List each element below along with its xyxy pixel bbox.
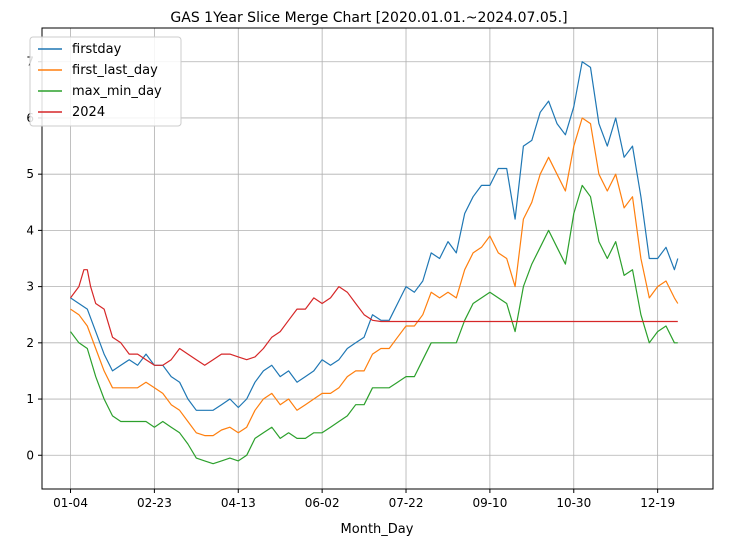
grid-lines bbox=[42, 28, 713, 489]
chart-title: GAS 1Year Slice Merge Chart [2020.01.01.… bbox=[170, 10, 567, 26]
x-tick-label: 10-30 bbox=[556, 496, 591, 510]
series-layer bbox=[70, 61, 679, 465]
x-tick-label: 01-04 bbox=[53, 496, 88, 510]
y-tick-label: 5 bbox=[26, 167, 34, 181]
y-tick-label: 4 bbox=[26, 223, 34, 237]
legend-box bbox=[29, 36, 182, 127]
legend-label: firstday bbox=[72, 42, 122, 57]
series-line-firstday bbox=[70, 61, 679, 411]
legend-label: first_last_day bbox=[72, 63, 158, 78]
x-axis-ticks: 01-04 02-23 04-13 06-02 07-22 09-10 10-30 12-19 bbox=[53, 489, 675, 510]
legend-label: 2024 bbox=[72, 105, 105, 120]
y-tick-label: 1 bbox=[26, 392, 34, 406]
x-tick-label: 04-13 bbox=[221, 496, 256, 510]
plot-border bbox=[41, 27, 714, 490]
series-line-max_min_day bbox=[70, 184, 678, 465]
x-tick-label: 02-23 bbox=[137, 496, 172, 510]
y-tick-label: 2 bbox=[26, 336, 34, 350]
x-axis-label: Month_Day bbox=[341, 522, 414, 537]
series-line-first_last_day bbox=[70, 117, 679, 437]
y-tick-label: 0 bbox=[26, 448, 34, 462]
y-tick-label: 3 bbox=[26, 280, 34, 294]
series-line-2024 bbox=[70, 269, 678, 366]
x-tick-label: 07-22 bbox=[389, 496, 424, 510]
x-tick-label: 12-19 bbox=[640, 496, 675, 510]
legend: firstday first_last_day max_min_day 2024 bbox=[29, 36, 182, 127]
legend-label: max_min_day bbox=[72, 84, 162, 99]
x-tick-label: 09-10 bbox=[472, 496, 507, 510]
x-tick-label: 06-02 bbox=[305, 496, 340, 510]
